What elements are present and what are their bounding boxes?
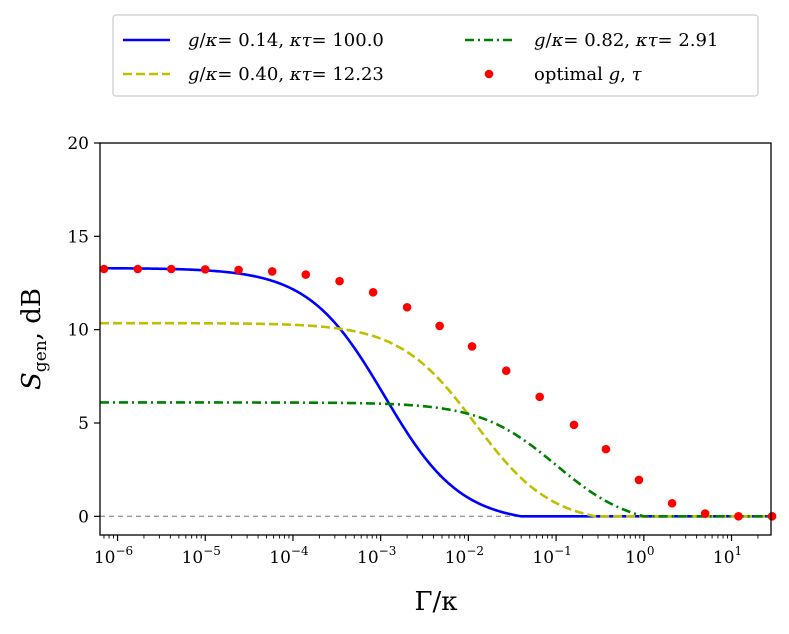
optimal-point xyxy=(501,366,511,376)
x-tick-label: 10−6 xyxy=(94,544,133,568)
series-line-2 xyxy=(100,321,771,518)
legend-entry-optimal: optimal g, τ xyxy=(534,64,643,85)
x-tick-label: 10−1 xyxy=(532,544,571,568)
x-axis-label: Γ/κ xyxy=(414,587,457,617)
y-tick-label: 0 xyxy=(78,507,89,527)
optimal-point xyxy=(569,420,579,430)
optimal-point xyxy=(700,509,710,518)
y-tick-label: 20 xyxy=(67,134,89,154)
x-tick-label: 100 xyxy=(625,544,654,568)
series-line-3 xyxy=(100,401,771,518)
y-tick-label: 5 xyxy=(78,414,89,434)
legend-marker-optimal xyxy=(484,69,494,79)
optimal-point xyxy=(267,267,277,276)
y-axis-label: Sgen, dB xyxy=(17,288,51,390)
x-axis: 10−6 10−5 10−4 10−3 10−2 10−1 100 101 xyxy=(94,535,759,568)
optimal-point xyxy=(368,288,378,297)
x-tick-label: 10−4 xyxy=(269,544,309,568)
optimal-point xyxy=(335,276,344,286)
legend: g/κ= 0.14, κτ= 100.0 g/κ= 0.40, κτ= 12.2… xyxy=(112,14,759,97)
x-tick-label: 10−3 xyxy=(357,544,396,568)
plot-frame xyxy=(99,142,772,536)
x-tick-label: 10−5 xyxy=(182,544,221,568)
optimal-point xyxy=(234,265,243,275)
legend-entry-g082: g/κ= 0.82, κτ= 2.91 xyxy=(534,30,718,51)
optimal-point xyxy=(667,498,677,508)
optimal-point xyxy=(402,302,412,312)
series-layer xyxy=(100,266,771,518)
optimal-point xyxy=(734,512,743,521)
x-tick-label: 101 xyxy=(713,544,742,568)
optimal-point xyxy=(467,342,477,351)
y-tick-label: 15 xyxy=(67,227,89,247)
optimal-point xyxy=(200,265,210,274)
optimal-point xyxy=(634,475,644,485)
legend-entry-g040: g/κ= 0.40, κτ= 12.23 xyxy=(188,64,384,85)
y-tick-label: 10 xyxy=(67,321,89,341)
x-tick-label: 10−2 xyxy=(445,544,484,568)
scatter-layer xyxy=(99,264,777,521)
y-axis: 0 5 10 15 20 xyxy=(67,134,100,527)
legend-entry-g014: g/κ= 0.14, κτ= 100.0 xyxy=(188,30,384,51)
optimal-point xyxy=(166,264,176,274)
optimal-point xyxy=(535,392,544,402)
optimal-point xyxy=(99,264,109,274)
optimal-point xyxy=(435,321,444,331)
optimal-point xyxy=(133,264,143,274)
series-line-1 xyxy=(100,266,771,518)
optimal-point xyxy=(767,512,777,521)
legend-frame xyxy=(112,14,759,97)
optimal-point xyxy=(601,444,611,454)
optimal-point xyxy=(301,270,311,279)
